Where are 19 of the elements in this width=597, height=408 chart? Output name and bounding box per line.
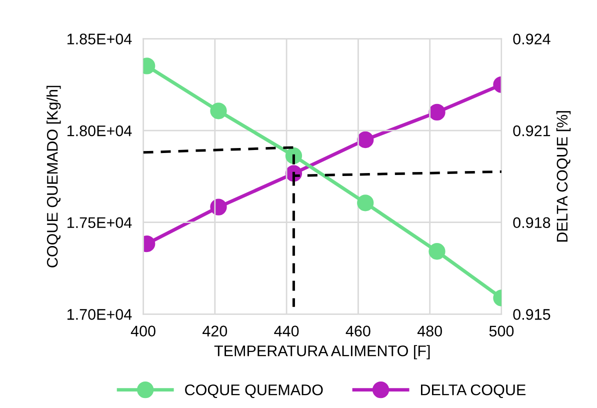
y2-tick-label: 0.918 [513,217,550,228]
x-tick-label: 400 [130,326,156,336]
x-tick-label: 460 [346,326,370,336]
x-tick-label: 480 [417,326,442,336]
y2-tick-label: 0.915 [513,309,550,320]
legend-label: COQUE QUEMADO [185,384,323,398]
x-tick-label: 420 [202,326,228,336]
x-axis-title: TEMPERATURA ALIMENTO [F] [214,345,430,360]
y-tick-label: 1.80E+04 [67,125,132,136]
legend-label: DELTA COQUE [421,384,526,398]
y-tick-label: 1.70E+04 [67,309,132,320]
y2-tick-label: 0.924 [513,34,550,44]
x-tick-label: 440 [274,326,299,336]
x-tick-label: 500 [489,326,514,336]
y-axis-title: COQUE QUEMADO [Kg/h] [46,86,61,268]
y-tick-label: 1.75E+04 [67,217,132,228]
y2-tick-label: 0.921 [513,125,550,136]
y-tick-label: 1.85E+04 [67,34,132,44]
y2-axis-title: DELTA COQUE [%] [556,111,571,242]
